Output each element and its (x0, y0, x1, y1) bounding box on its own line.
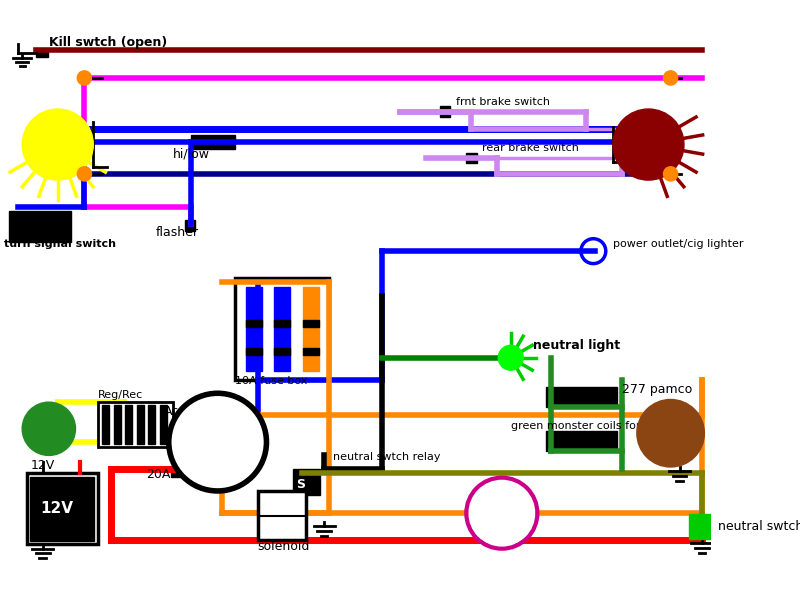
Bar (98, 402, 174, 446)
Circle shape (22, 109, 94, 180)
Bar (303, 287, 319, 371)
Circle shape (171, 396, 264, 488)
Text: 12V: 12V (40, 501, 73, 516)
Bar (235, 278, 329, 380)
Bar (102, 405, 110, 444)
Bar (30, 477, 94, 541)
Bar (466, 152, 477, 163)
Text: key: key (202, 433, 234, 451)
Bar (274, 320, 290, 326)
Bar (98, 402, 174, 446)
Circle shape (663, 167, 678, 181)
Bar (246, 348, 262, 355)
Text: turn signal switch: turn signal switch (5, 239, 117, 249)
Circle shape (22, 402, 75, 455)
Bar (546, 431, 618, 451)
Text: neutral swtch: neutral swtch (718, 520, 800, 533)
Text: 10A fuse box: 10A fuse box (235, 376, 308, 386)
Text: rear brake switch: rear brake switch (482, 143, 579, 153)
Bar (137, 405, 144, 444)
Circle shape (78, 167, 91, 181)
Bar (546, 387, 618, 407)
Circle shape (78, 71, 91, 85)
Text: hi/low: hi/low (174, 148, 210, 161)
Circle shape (663, 71, 678, 85)
Text: frnt brake switch: frnt brake switch (456, 97, 550, 107)
Text: 277 pamco: 277 pamco (622, 383, 692, 396)
Bar (690, 514, 714, 539)
Bar (148, 405, 155, 444)
Bar (35, 50, 48, 56)
Bar (126, 405, 132, 444)
Bar (258, 491, 306, 540)
Circle shape (613, 109, 684, 180)
Text: Acc: Acc (164, 406, 186, 418)
Bar (246, 320, 262, 326)
Bar (9, 211, 71, 242)
Text: green monster coils for 277: green monster coils for 277 (510, 421, 665, 431)
Bar (303, 348, 319, 355)
Bar (114, 405, 121, 444)
Text: Kill swtch (open): Kill swtch (open) (49, 36, 167, 49)
Bar (171, 466, 182, 477)
Circle shape (469, 481, 534, 546)
Bar (274, 287, 290, 371)
Text: neutral light: neutral light (533, 339, 620, 352)
Text: 12V: 12V (31, 459, 55, 472)
Bar (303, 320, 319, 326)
Text: Reg/Rec: Reg/Rec (98, 390, 143, 400)
Text: starter
motor: starter motor (483, 502, 521, 524)
Text: S: S (296, 478, 305, 491)
Text: neutral swtch relay: neutral swtch relay (333, 452, 441, 462)
Text: power outlet/cig lighter: power outlet/cig lighter (613, 239, 743, 249)
Bar (293, 469, 320, 496)
Text: solenoid: solenoid (258, 541, 310, 553)
Bar (160, 405, 167, 444)
Circle shape (498, 346, 523, 370)
Bar (440, 106, 450, 117)
Bar (26, 473, 98, 544)
Bar (258, 491, 306, 540)
Circle shape (637, 400, 704, 467)
Text: flasher: flasher (155, 226, 198, 239)
Bar (274, 348, 290, 355)
Bar (185, 220, 195, 231)
Bar (191, 135, 235, 149)
Bar (246, 287, 262, 371)
Text: 20A: 20A (146, 467, 171, 481)
Text: PMA: PMA (34, 422, 65, 435)
Text: Ign: Ign (226, 397, 246, 410)
